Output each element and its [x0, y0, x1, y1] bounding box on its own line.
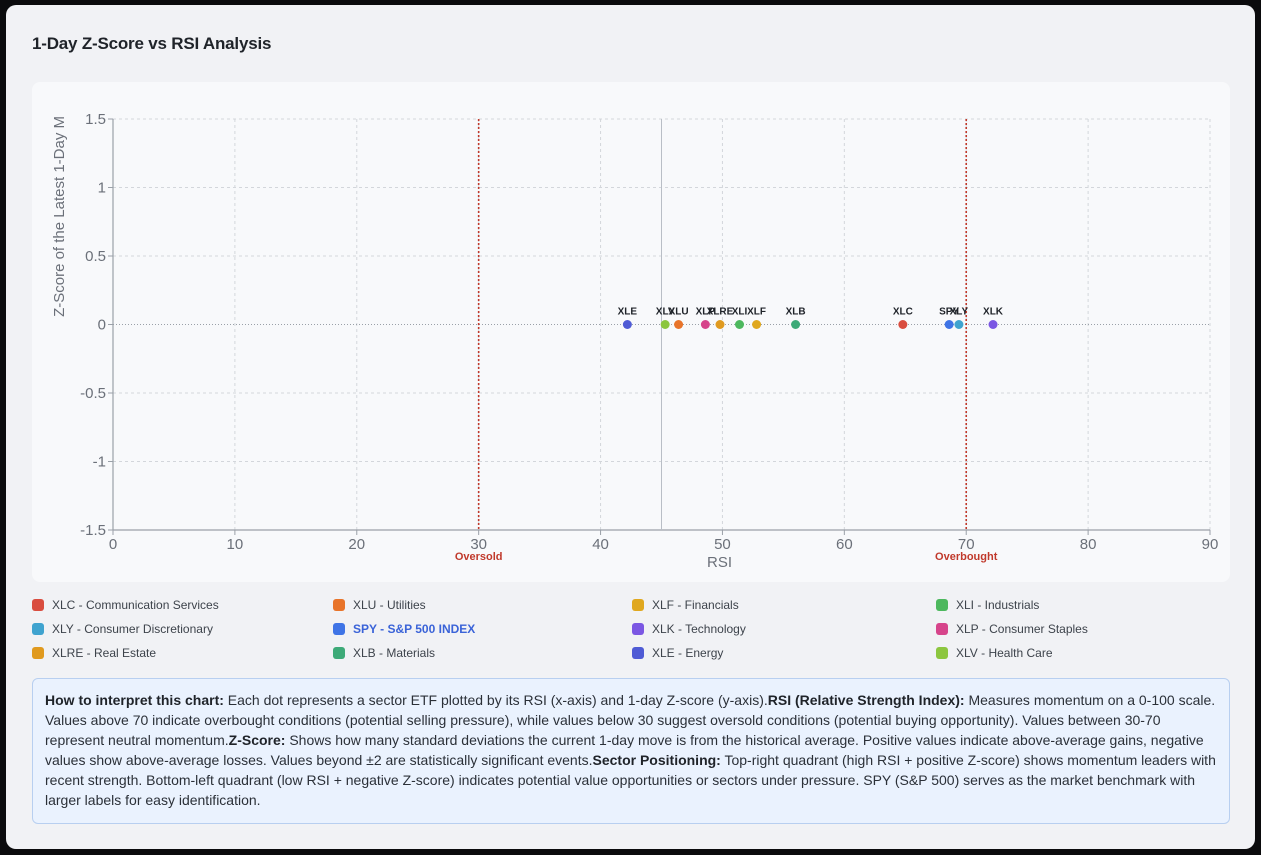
legend-label: XLK - Technology	[652, 622, 746, 636]
point-label-xlv: XLV	[656, 307, 675, 318]
y-tick-label: 0	[98, 317, 106, 334]
reference-lines: Oversold Overbought	[455, 119, 998, 563]
legend-swatch	[936, 599, 948, 611]
legend-swatch	[632, 623, 644, 635]
point-label-spy: SPY	[939, 307, 959, 318]
legend-label: XLY - Consumer Discretionary	[52, 622, 213, 636]
reference-label-overbought: Overbought	[935, 551, 998, 563]
point-label-xlf: XLF	[747, 307, 766, 318]
point-xle	[622, 320, 632, 329]
x-tick-label: 10	[227, 536, 244, 553]
point-xli	[735, 320, 745, 329]
reference-label-oversold: Oversold	[455, 551, 503, 563]
legend-label: XLE - Energy	[652, 646, 724, 660]
legend-label: XLI - Industrials	[956, 598, 1040, 612]
y-tick-label: 0.5	[85, 248, 106, 265]
info-heading-positioning: Sector Positioning:	[592, 752, 721, 768]
point-xlp	[700, 320, 710, 329]
x-axis-label: RSI	[707, 554, 732, 571]
point-label-xly: XLY	[950, 307, 969, 318]
info-text-positioning: Top-right quadrant (high RSI + positive …	[45, 752, 1216, 808]
legend-item: XLV - Health Care	[936, 646, 1053, 660]
interpretation-box: How to interpret this chart: Each dot re…	[32, 678, 1230, 824]
legend-label: XLB - Materials	[353, 646, 436, 660]
legend-item: XLRE - Real Estate	[32, 646, 156, 660]
legend-item: XLU - Utilities	[333, 598, 426, 612]
x-tick-label: 60	[836, 536, 853, 553]
x-tick-label: 30	[470, 536, 487, 553]
y-tick-label: -0.5	[80, 385, 106, 402]
legend-label: XLF - Financials	[652, 598, 739, 612]
legend-label: XLU - Utilities	[353, 598, 426, 612]
point-xlc	[898, 320, 908, 329]
info-heading-zscore: Z-Score:	[228, 732, 286, 748]
legend-swatch	[333, 623, 345, 635]
legend-swatch	[632, 647, 644, 659]
info-text-rsi: Measures momentum on a 0-100 scale. Valu…	[45, 692, 1216, 748]
x-tick-label: 20	[348, 536, 365, 553]
point-xlf	[752, 320, 762, 329]
legend-item: SPY - S&P 500 INDEX	[333, 622, 475, 636]
legend-swatch	[32, 599, 44, 611]
legend-label: XLP - Consumer Staples	[956, 622, 1088, 636]
legend-swatch	[936, 647, 948, 659]
legend-item: XLP - Consumer Staples	[936, 622, 1088, 636]
legend-label: XLC - Communication Services	[52, 598, 219, 612]
legend-item: XLI - Industrials	[936, 598, 1039, 612]
y-axis-label: Z-Score of the Latest 1-Day M	[51, 116, 68, 317]
point-label-xlk: XLK	[983, 307, 1004, 318]
legend-item: XLF - Financials	[632, 598, 739, 612]
point-label-xlp: XLP	[696, 307, 716, 318]
info-heading-rsi: RSI (Relative Strength Index):	[767, 692, 965, 708]
point-xly	[954, 320, 964, 329]
page-title: 1-Day Z-Score vs RSI Analysis	[32, 34, 272, 53]
legend-swatch	[32, 623, 44, 635]
point-label-xlu: XLU	[669, 307, 689, 318]
point-label-xle: XLE	[618, 307, 638, 318]
plot-panel: 0 10 20 30 40 50 60 70 80 90 1.5 1 0.5 0 -0.5 -1 -1.5 RSI…	[32, 82, 1230, 582]
y-tick-label: 1.5	[85, 111, 106, 128]
legend-item: XLY - Consumer Discretionary	[32, 622, 213, 636]
point-label-xli: XLI	[732, 307, 748, 318]
point-label-xlc: XLC	[893, 307, 913, 318]
legend-label: SPY - S&P 500 INDEX	[353, 622, 476, 636]
legend-item: XLC - Communication Services	[32, 598, 219, 612]
legend-swatch	[632, 599, 644, 611]
info-text-zscore: Shows how many standard deviations the c…	[45, 732, 1204, 768]
legend-label: XLRE - Real Estate	[52, 646, 157, 660]
y-tick-label: -1.5	[80, 522, 106, 539]
legend-item: XLE - Energy	[632, 646, 723, 660]
point-xlk	[988, 320, 998, 329]
point-xlv	[660, 320, 670, 329]
legend-swatch	[333, 599, 345, 611]
x-tick-label: 0	[109, 536, 117, 553]
axis-layer: 0 10 20 30 40 50 60 70 80 90 1.5 1 0.5 0 -0.5 -1 -1.5 RSI…	[51, 111, 1218, 571]
chart-card: 1-Day Z-Score vs RSI Analysis 0 10 20 30 40 5…	[6, 5, 1255, 849]
legend-label: XLV - Health Care	[956, 646, 1053, 660]
scatter-chart: 0 10 20 30 40 50 60 70 80 90 1.5 1 0.5 0 -0.5 -1 -1.5 RSI…	[51, 111, 1218, 571]
y-tick-label: -1	[93, 454, 106, 471]
x-tick-label: 70	[958, 536, 975, 553]
legend-swatch	[936, 623, 948, 635]
x-tick-label: 40	[592, 536, 609, 553]
x-tick-label: 50	[714, 536, 731, 553]
point-xlre	[715, 320, 725, 329]
x-tick-label: 80	[1080, 536, 1097, 553]
legend-swatch	[32, 647, 44, 659]
point-spy	[944, 320, 954, 329]
legend-item: XLB - Materials	[333, 646, 435, 660]
point-label-xlb: XLB	[786, 307, 806, 318]
y-tick-label: 1	[98, 180, 106, 197]
point-xlu	[674, 320, 684, 329]
info-text-interpret: Each dot represents a sector ETF plotted…	[223, 692, 768, 708]
info-heading-interpret: How to interpret this chart:	[45, 692, 224, 708]
legend-item: XLK - Technology	[632, 622, 746, 636]
x-tick-label: 90	[1202, 536, 1219, 553]
point-xlb	[791, 320, 801, 329]
point-label-xlre: XLRE	[707, 307, 734, 318]
legend-swatch	[333, 647, 345, 659]
